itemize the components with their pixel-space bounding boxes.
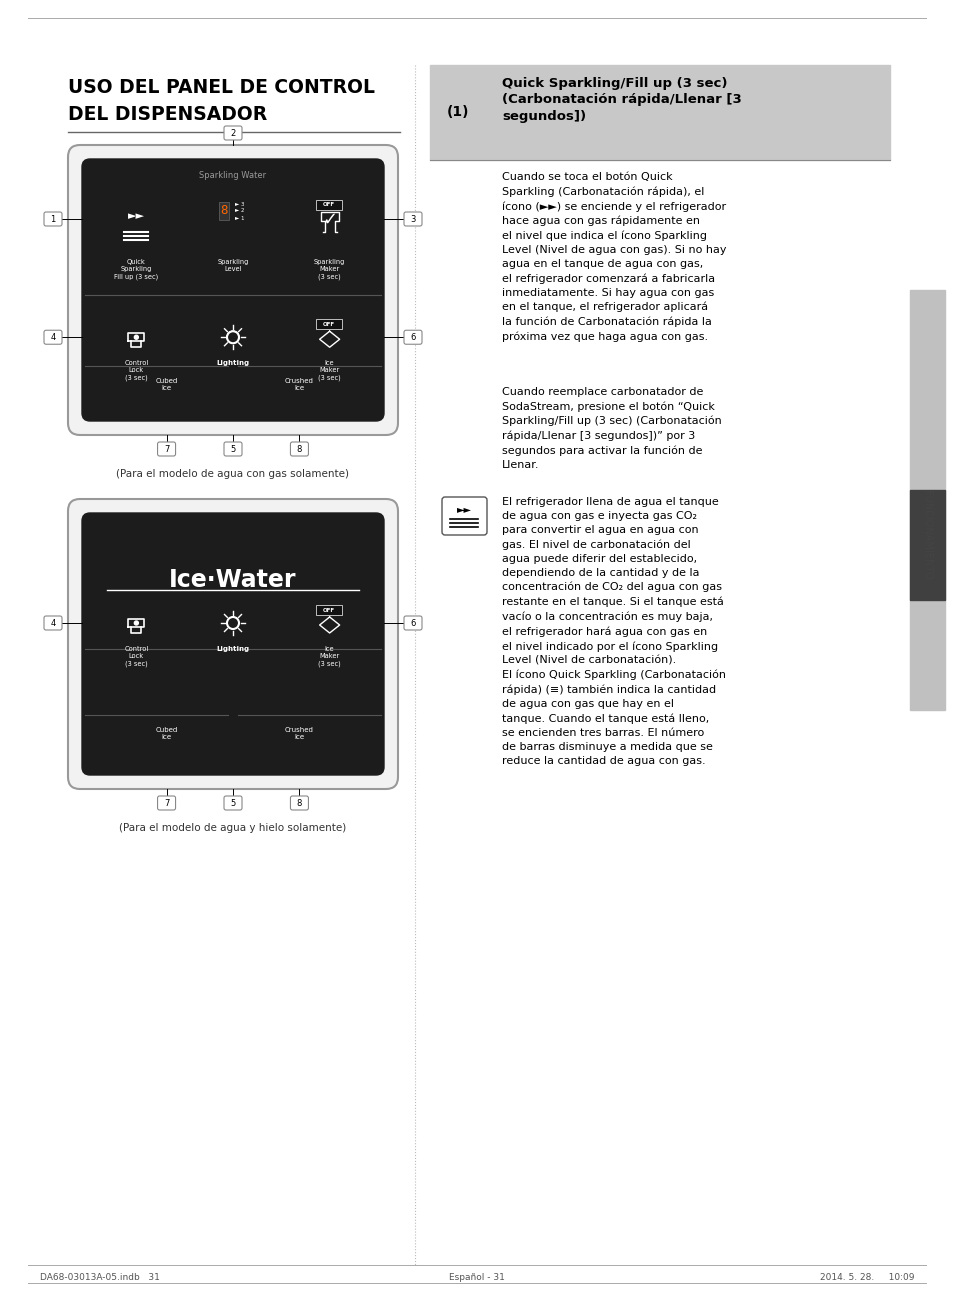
Text: 5: 5	[230, 445, 235, 454]
FancyBboxPatch shape	[224, 126, 242, 141]
Text: Quick
Sparkling
Fill up (3 sec): Quick Sparkling Fill up (3 sec)	[114, 259, 158, 280]
FancyBboxPatch shape	[82, 159, 384, 422]
Text: Cubed
Ice: Cubed Ice	[155, 379, 177, 392]
Text: Crushed
Ice: Crushed Ice	[285, 727, 314, 740]
Text: 8: 8	[296, 799, 302, 808]
Text: (Para el modelo de agua y hielo solamente): (Para el modelo de agua y hielo solament…	[119, 824, 346, 833]
Bar	[315, 319, 341, 329]
Text: ► 2: ► 2	[234, 208, 244, 213]
Text: 5: 5	[230, 799, 235, 808]
Text: DA68-03013A-05.indb   31: DA68-03013A-05.indb 31	[40, 1272, 160, 1281]
Text: Español - 31: Español - 31	[449, 1272, 504, 1281]
Text: 8: 8	[220, 204, 228, 217]
FancyBboxPatch shape	[224, 442, 242, 455]
Text: 1: 1	[51, 215, 55, 224]
Text: Cuando reemplace carbonatador de
SodaStream, presione el botón “Quick
Sparkling/: Cuando reemplace carbonatador de SodaStr…	[501, 386, 721, 470]
Text: ► 3: ► 3	[234, 202, 244, 207]
Text: Control
Lock
(3 sec): Control Lock (3 sec)	[124, 647, 149, 667]
Text: 7: 7	[164, 799, 169, 808]
Text: El refrigerador llena de agua el tanque
de agua con gas e inyecta gas CO₂
para c: El refrigerador llena de agua el tanque …	[501, 497, 725, 766]
Text: ✓: ✓	[322, 211, 336, 229]
Text: Sparkling Water: Sparkling Water	[199, 170, 266, 180]
Text: OFF: OFF	[322, 321, 335, 327]
Text: ►►: ►►	[128, 211, 145, 221]
Text: Cuando se toca el botón Quick
Sparkling (Carbonatación rápida), el
ícono (►►) se: Cuando se toca el botón Quick Sparkling …	[501, 172, 726, 342]
Text: DEL DISPENSADOR: DEL DISPENSADOR	[68, 105, 267, 124]
Text: 7: 7	[164, 445, 169, 454]
Text: Ice·Water: Ice·Water	[169, 569, 296, 592]
FancyBboxPatch shape	[224, 796, 242, 811]
FancyBboxPatch shape	[403, 212, 421, 226]
Text: Control
Lock
(3 sec): Control Lock (3 sec)	[124, 360, 149, 381]
Text: Ice
Maker
(3 sec): Ice Maker (3 sec)	[318, 647, 340, 667]
Text: ►►: ►►	[456, 503, 471, 514]
Text: ► 1: ► 1	[234, 216, 244, 220]
Circle shape	[227, 332, 239, 343]
Text: OFF: OFF	[322, 203, 335, 207]
Text: 4: 4	[51, 618, 55, 627]
Circle shape	[134, 336, 138, 340]
Bar	[909, 490, 944, 600]
Text: Quick Sparkling/Fill up (3 sec)
(Carbonatación rápida/Llenar [3
segundos]): Quick Sparkling/Fill up (3 sec) (Carbona…	[501, 77, 741, 124]
FancyBboxPatch shape	[44, 330, 62, 345]
Bar	[315, 605, 341, 615]
Bar	[909, 290, 944, 710]
Bar	[219, 202, 229, 220]
FancyBboxPatch shape	[403, 330, 421, 345]
Text: Ice
Maker
(3 sec): Ice Maker (3 sec)	[318, 360, 340, 381]
Text: 3: 3	[410, 215, 416, 224]
FancyBboxPatch shape	[44, 615, 62, 630]
Text: 2014. 5. 28.     10:09: 2014. 5. 28. 10:09	[820, 1272, 914, 1281]
FancyBboxPatch shape	[68, 500, 397, 788]
Text: Lighting: Lighting	[216, 360, 250, 367]
Text: Sparkling
Level: Sparkling Level	[217, 259, 249, 272]
Text: Sparkling
Maker
(3 sec): Sparkling Maker (3 sec)	[314, 259, 345, 280]
FancyBboxPatch shape	[157, 796, 175, 811]
Bar	[315, 200, 341, 209]
Circle shape	[227, 332, 239, 343]
Text: Crushed
Ice: Crushed Ice	[285, 379, 314, 392]
Text: Lighting: Lighting	[216, 647, 250, 652]
Text: (Para el modelo de agua con gas solamente): (Para el modelo de agua con gas solament…	[116, 468, 349, 479]
Text: USO DEL PANEL DE CONTROL: USO DEL PANEL DE CONTROL	[68, 78, 375, 98]
Text: 6: 6	[410, 333, 416, 342]
Text: 4: 4	[51, 333, 55, 342]
Text: FUNCIONAMIENTO: FUNCIONAMIENTO	[921, 490, 931, 580]
Text: OFF: OFF	[322, 608, 335, 613]
Text: Cubed
Ice: Cubed Ice	[155, 727, 177, 740]
Bar	[430, 65, 889, 160]
Circle shape	[134, 621, 138, 624]
Circle shape	[227, 617, 239, 628]
FancyBboxPatch shape	[44, 212, 62, 226]
Text: 8: 8	[296, 445, 302, 454]
FancyBboxPatch shape	[82, 513, 384, 775]
FancyBboxPatch shape	[290, 442, 308, 455]
Text: (1): (1)	[446, 105, 469, 120]
Text: 6: 6	[410, 618, 416, 627]
FancyBboxPatch shape	[157, 442, 175, 455]
FancyBboxPatch shape	[68, 144, 397, 435]
FancyBboxPatch shape	[290, 796, 308, 811]
FancyBboxPatch shape	[441, 497, 486, 535]
Text: 2: 2	[230, 129, 235, 138]
FancyBboxPatch shape	[403, 615, 421, 630]
